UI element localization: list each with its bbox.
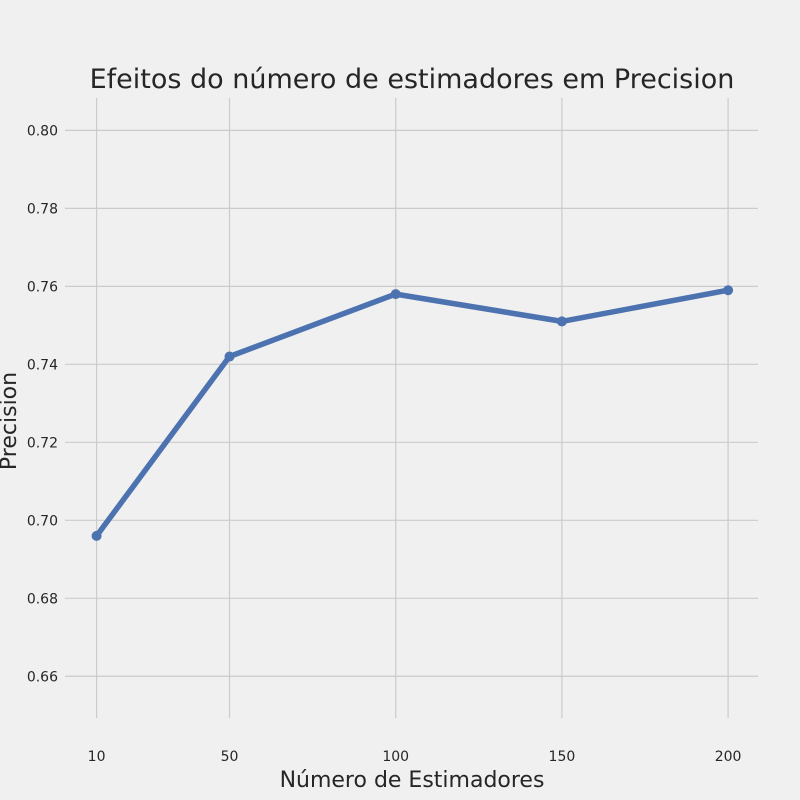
tick-labels: 0.66 0.68 0.70 0.72 0.74 0.76 0.78 0.80 10 50 100 1… xyxy=(27,123,742,765)
chart-title: Efeitos do número de estimadores em Prec… xyxy=(90,64,735,95)
grid xyxy=(65,98,758,718)
series-line xyxy=(93,287,731,539)
y-tick-label: 0.74 xyxy=(27,357,58,373)
data-point xyxy=(556,316,567,327)
x-axis-label: Número de Estimadores xyxy=(280,768,545,793)
data-point xyxy=(224,351,235,362)
y-tick-label: 0.76 xyxy=(27,279,58,295)
y-tick-label: 0.80 xyxy=(27,123,58,139)
y-tick-label: 0.68 xyxy=(27,591,58,607)
x-tick-label: 50 xyxy=(221,749,239,765)
data-point xyxy=(390,289,401,300)
y-tick-label: 0.72 xyxy=(27,435,58,451)
y-tick-label: 0.66 xyxy=(27,669,58,685)
y-axis-label: Precision xyxy=(0,372,22,470)
x-tick-label: 10 xyxy=(88,749,106,765)
data-point xyxy=(723,285,734,296)
data-point xyxy=(91,530,102,541)
series-layer xyxy=(91,285,734,541)
x-tick-label: 200 xyxy=(715,749,742,765)
x-tick-label: 150 xyxy=(549,749,576,765)
y-tick-label: 0.70 xyxy=(27,513,58,529)
x-tick-label: 100 xyxy=(382,749,409,765)
y-tick-label: 0.78 xyxy=(27,201,58,217)
